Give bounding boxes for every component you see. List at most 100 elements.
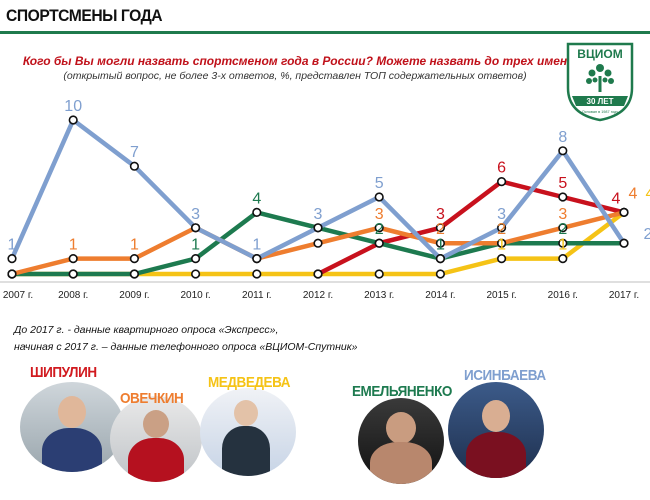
data-label-emelianenko-3: 1 bbox=[191, 237, 200, 254]
data-point-shipulin-8 bbox=[497, 176, 507, 187]
data-point-isinbaeva-3 bbox=[191, 223, 201, 233]
label-layer: 11073135138214212211322343654114 bbox=[8, 98, 650, 254]
survey-question: Кого бы Вы могли назвать спортсменом год… bbox=[22, 54, 568, 68]
data-point-ovechkin-10 bbox=[619, 207, 629, 217]
x-tick-label: 2009 г. bbox=[119, 290, 149, 301]
data-point-shipulin-9 bbox=[558, 192, 568, 202]
logo-name: ВЦИОМ bbox=[577, 47, 622, 61]
data-point-ovechkin-1 bbox=[68, 254, 78, 264]
data-point-emelianenko-9 bbox=[558, 238, 568, 248]
data-label-isinbaeva-8: 3 bbox=[497, 206, 506, 223]
data-label-isinbaeva-7: 1 bbox=[436, 237, 445, 254]
ovechkin-photo bbox=[110, 396, 202, 482]
data-point-isinbaeva-0 bbox=[7, 254, 17, 264]
data-point-ovechkin-7 bbox=[435, 238, 446, 248]
data-label-shipulin-10: 4 bbox=[612, 190, 621, 207]
title-underline bbox=[0, 31, 650, 34]
x-tick-label: 2007 г. bbox=[3, 290, 33, 301]
data-point-ovechkin-9 bbox=[558, 223, 568, 233]
data-label-emelianenko-4: 4 bbox=[252, 190, 261, 207]
data-point-isinbaeva-1 bbox=[68, 115, 78, 125]
data-point-medvedeva-3 bbox=[191, 269, 201, 279]
data-label-emelianenko-9: 2 bbox=[558, 221, 567, 238]
data-label-isinbaeva-2: 7 bbox=[130, 144, 139, 161]
x-tick-label: 2008 г. bbox=[58, 290, 88, 301]
data-label-isinbaeva-4: 1 bbox=[252, 237, 261, 254]
data-point-ovechkin-0 bbox=[7, 269, 17, 279]
data-label-isinbaeva-10: 2 bbox=[644, 226, 650, 243]
series-layer bbox=[7, 115, 629, 279]
data-point-isinbaeva-4 bbox=[252, 254, 262, 264]
x-tick-label: 2015 г. bbox=[486, 290, 516, 301]
data-point-medvedeva-6 bbox=[374, 269, 384, 279]
data-point-ovechkin-2 bbox=[129, 254, 139, 264]
data-label-ovechkin-6: 3 bbox=[375, 206, 384, 223]
data-label-ovechkin-9: 3 bbox=[558, 206, 567, 223]
data-label-emelianenko-7: 1 bbox=[436, 237, 445, 254]
data-point-isinbaeva-5 bbox=[313, 223, 323, 233]
emelianenko-photo bbox=[358, 398, 444, 484]
data-label-medvedeva-10: 4 bbox=[646, 185, 650, 202]
data-point-isinbaeva-9 bbox=[558, 146, 568, 156]
source-note-line-1: До 2017 г. - данные квартирного опроса «… bbox=[14, 324, 279, 336]
data-label-isinbaeva-9: 8 bbox=[558, 129, 567, 146]
data-label-isinbaeva-0: 1 bbox=[8, 237, 17, 254]
survey-note: (открытый вопрос, не более 3-х ответов, … bbox=[63, 70, 527, 82]
data-label-isinbaeva-5: 3 bbox=[314, 206, 323, 223]
data-point-ovechkin-5 bbox=[313, 238, 323, 248]
data-point-isinbaeva-10 bbox=[619, 238, 629, 248]
x-tick-label: 2016 г. bbox=[548, 290, 578, 301]
data-point-isinbaeva-7 bbox=[435, 254, 446, 264]
data-label-ovechkin-8: 2 bbox=[497, 221, 506, 238]
data-point-medvedeva-8 bbox=[497, 254, 507, 264]
x-tick-label: 2011 г. bbox=[242, 290, 272, 301]
isinbaeva-photo bbox=[448, 382, 544, 478]
x-tick-label: 2013 г. bbox=[364, 290, 394, 301]
data-label-isinbaeva-6: 5 bbox=[375, 175, 384, 192]
athlete-name-ovechkin: ОВЕЧКИН bbox=[120, 390, 184, 407]
athlete-name-shipulin: ШИПУЛИН bbox=[30, 364, 97, 381]
data-label-isinbaeva-3: 3 bbox=[191, 206, 200, 223]
data-point-shipulin-5 bbox=[313, 269, 323, 279]
data-point-emelianenko-2 bbox=[129, 269, 139, 279]
data-label-isinbaeva-1: 10 bbox=[64, 98, 82, 115]
logo-tagline: Основан в 1987 году bbox=[582, 110, 618, 114]
page-title: СПОРТСМЕНЫ ГОДА bbox=[6, 6, 163, 25]
data-label-medvedeva-9: 1 bbox=[558, 237, 567, 254]
x-tick-label: 2012 г. bbox=[303, 290, 333, 301]
data-point-isinbaeva-6 bbox=[374, 192, 384, 202]
data-point-isinbaeva-2 bbox=[129, 161, 139, 171]
x-tick-label: 2010 г. bbox=[180, 290, 210, 301]
data-label-ovechkin-7: 2 bbox=[436, 221, 445, 238]
athlete-name-isinbaeva: ИСИНБАЕВА bbox=[464, 367, 546, 384]
shipulin-photo bbox=[20, 382, 124, 472]
vciom-logo: ВЦИОМ 30 ЛЕТ Основан в 1987 году bbox=[566, 42, 634, 122]
data-label-shipulin-7: 3 bbox=[436, 206, 445, 223]
data-label-shipulin-9: 5 bbox=[558, 175, 567, 192]
data-label-ovechkin-2: 1 bbox=[130, 237, 139, 254]
data-label-emelianenko-6: 2 bbox=[375, 221, 384, 238]
data-point-emelianenko-6 bbox=[374, 238, 384, 248]
data-point-shipulin-7 bbox=[435, 223, 446, 233]
medvedeva-photo bbox=[200, 388, 296, 476]
data-label-medvedeva-8: 1 bbox=[497, 237, 506, 254]
data-point-medvedeva-9 bbox=[558, 254, 568, 264]
source-note-line-2: начиная с 2017 г. – данные телефонного о… bbox=[14, 341, 358, 353]
data-point-ovechkin-6 bbox=[374, 223, 384, 233]
data-point-ovechkin-8 bbox=[497, 238, 507, 248]
line-chart: 11073135138214212211322343654114 2007 г.… bbox=[0, 98, 650, 301]
x-axis: 2007 г. 2008 г. 2009 г. 2010 г. 2011 г. 2012 … bbox=[0, 281, 650, 301]
data-point-emelianenko-1 bbox=[68, 269, 78, 279]
data-point-emelianenko-4 bbox=[252, 207, 262, 217]
data-label-shipulin-8: 6 bbox=[497, 160, 506, 177]
x-tick-label: 2014 г. bbox=[425, 290, 455, 301]
data-point-isinbaeva-8 bbox=[497, 223, 507, 233]
series-line-shipulin bbox=[315, 179, 627, 277]
data-point-emelianenko-3 bbox=[191, 254, 201, 264]
tree-icon bbox=[586, 64, 614, 92]
athlete-name-emelianenko: ЕМЕЛЬЯНЕНКО bbox=[352, 383, 452, 400]
data-label-ovechkin-1: 1 bbox=[69, 237, 78, 254]
logo-ribbon bbox=[572, 96, 628, 106]
data-point-medvedeva-7 bbox=[435, 269, 446, 279]
